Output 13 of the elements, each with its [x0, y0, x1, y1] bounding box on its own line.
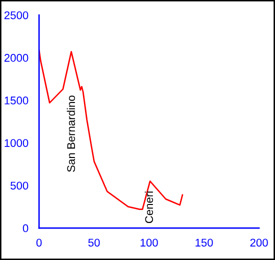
- y-tick-label: 1000: [4, 139, 28, 147]
- y-tick-label: 0: [22, 224, 28, 232]
- annotation: Ceneri: [144, 192, 154, 224]
- x-tick-label: 50: [88, 238, 100, 247]
- x-tick-label: 200: [250, 238, 268, 247]
- annotation: San Bernardino: [66, 96, 76, 172]
- x-tick-label: 0: [36, 238, 42, 247]
- y-tick-label: 2500: [4, 11, 28, 20]
- y-tick-label: 2000: [4, 54, 28, 62]
- y-tick-label: 500: [10, 182, 28, 190]
- x-tick-label: 100: [140, 238, 158, 247]
- x-tick-label: 150: [196, 238, 213, 247]
- y-tick-label: 1500: [4, 96, 28, 104]
